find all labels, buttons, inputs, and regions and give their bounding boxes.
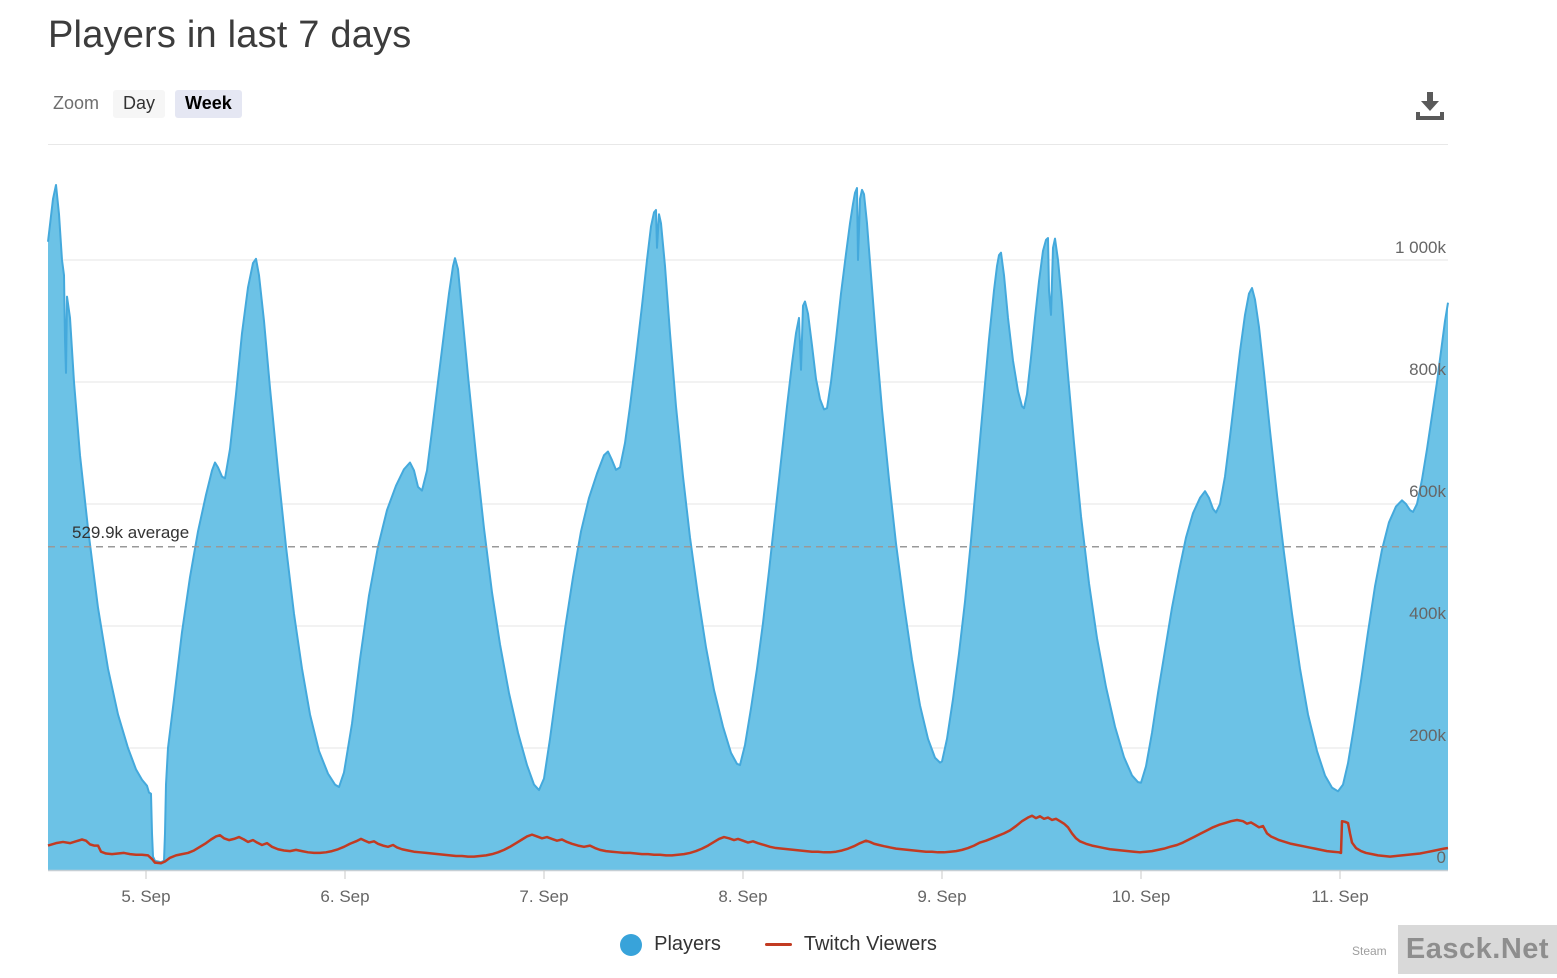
watermark-box: Easck.Net [1398, 925, 1557, 974]
players-line [47, 183, 1449, 864]
x-axis-label: 9. Sep [917, 887, 966, 906]
players-area [48, 184, 1448, 871]
y-axis-label: 0 [1437, 848, 1446, 867]
x-axis-label: 8. Sep [718, 887, 767, 906]
zoom-day-button[interactable]: Day [113, 90, 166, 118]
x-axis-label: 6. Sep [320, 887, 369, 906]
x-axis-label: 11. Sep [1311, 887, 1368, 906]
legend-item-players[interactable]: Players [620, 933, 721, 956]
download-icon [1416, 92, 1444, 120]
x-axis-label: 5. Sep [121, 887, 170, 906]
header-divider [48, 144, 1448, 145]
y-axis-label: 200k [1409, 726, 1446, 745]
zoom-label: Zoom [53, 93, 100, 114]
y-axis-label: 1 000k [1395, 238, 1447, 257]
chart-svg: 0 200k 400k 600k 800k 1 000k 529.9k average 5. … [47, 183, 1449, 906]
download-chart-button[interactable] [1413, 90, 1447, 122]
legend-label-twitch-viewers: Twitch Viewers [803, 933, 937, 955]
watermark-text: Easck.Net [1405, 933, 1550, 965]
legend-item-twitch-viewers[interactable]: Twitch Viewers [764, 933, 937, 956]
x-axis-label: 7. Sep [519, 887, 568, 906]
twitch-marker-icon [764, 943, 792, 946]
legend-label-players: Players [654, 933, 721, 955]
x-axis-label: 10. Sep [1112, 887, 1171, 906]
y-axis-label: 600k [1409, 482, 1446, 501]
average-label: 529.9k average [72, 523, 189, 542]
zoom-week-button[interactable]: Week [175, 90, 242, 118]
twitch-line [47, 814, 1449, 865]
zoom-controls: Zoom Day Week [53, 90, 242, 118]
page-title: Players in last 7 days [48, 14, 412, 56]
players-marker-icon [620, 933, 643, 956]
chart-legend: Players Twitch Viewers [0, 933, 1557, 956]
y-axis-label: 800k [1409, 360, 1446, 379]
watermark-steam-text: Steam [1352, 944, 1387, 958]
y-axis-label: 400k [1409, 604, 1446, 623]
